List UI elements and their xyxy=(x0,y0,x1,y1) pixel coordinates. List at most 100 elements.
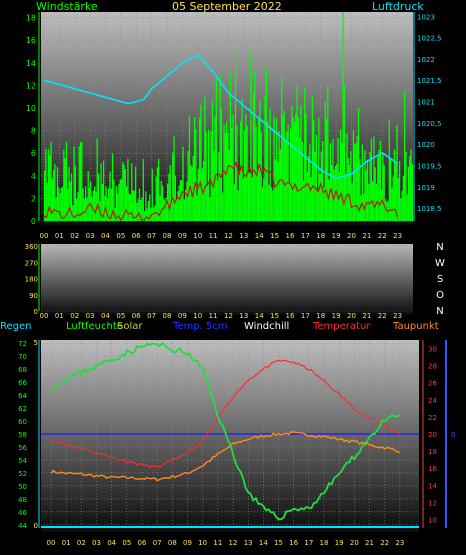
legend-temperatur: Temperatur xyxy=(313,321,371,332)
wind-bar xyxy=(282,115,284,221)
wind-bar xyxy=(83,198,86,221)
wind-bar xyxy=(348,165,351,221)
wind-bar xyxy=(58,187,60,221)
wind-bar xyxy=(214,116,216,221)
wind-bar xyxy=(291,105,293,221)
wind-bar xyxy=(129,194,132,221)
wind-bar xyxy=(158,158,160,221)
wind-bar xyxy=(118,183,120,221)
x-tick-label: 13 xyxy=(239,232,248,240)
wind-bar xyxy=(73,146,75,221)
x-tick-label: 18 xyxy=(316,312,325,320)
y-left-tick-label: 14 xyxy=(26,59,36,68)
wind-bar xyxy=(284,139,287,221)
wind-bar xyxy=(379,140,381,221)
wind-bar xyxy=(197,169,200,221)
y-temp-tick-label: 14 xyxy=(428,482,437,490)
wind-bar xyxy=(159,195,161,221)
wind-bar xyxy=(184,189,187,221)
wind-bar xyxy=(257,118,260,221)
wind-bar xyxy=(196,195,198,221)
wind-axis-title: Windstärke xyxy=(36,0,98,13)
x-tick-label: 12 xyxy=(224,312,233,320)
x-tick-label: 22 xyxy=(378,232,387,240)
wind-bar xyxy=(316,189,319,221)
wind-bar xyxy=(156,167,159,221)
x-tick-label: 10 xyxy=(198,539,207,547)
wind-bar xyxy=(233,183,235,221)
wind-bar xyxy=(63,149,65,221)
wind-bar xyxy=(369,151,371,221)
x-tick-label: 02 xyxy=(70,312,79,320)
y-temp-tick-label: 28 xyxy=(428,363,437,371)
wind-bar xyxy=(222,192,224,221)
wind-bar xyxy=(401,190,403,221)
legend-taupunkt: Taupunkt xyxy=(393,321,439,332)
wind-bar xyxy=(372,180,374,221)
temperature-line xyxy=(50,359,401,469)
wind-bar xyxy=(277,161,279,221)
y-temp5cm-tick-label: 0 xyxy=(451,431,455,439)
x-tick-label: 16 xyxy=(286,312,295,320)
wind-bar xyxy=(91,196,93,221)
y-humidity-tick-label: 54 xyxy=(18,457,27,465)
wind-bar xyxy=(382,152,384,221)
x-tick-label: 16 xyxy=(289,539,298,547)
wind-bar xyxy=(395,162,397,221)
y-dir-tick-label: 90 xyxy=(29,292,38,300)
pressure-line xyxy=(43,53,399,180)
wind-bar xyxy=(402,176,405,221)
wind-bar xyxy=(332,138,334,221)
wind-bar xyxy=(268,184,270,221)
wind-bar xyxy=(259,100,261,221)
x-tick-label: 12 xyxy=(229,539,238,547)
wind-bar xyxy=(272,190,274,221)
wind-bar xyxy=(143,211,146,221)
wind-bar xyxy=(140,199,142,221)
wind-bar xyxy=(410,149,412,221)
pressure-axis-title: Luftdruck xyxy=(372,0,424,13)
wind-bar xyxy=(286,131,288,221)
wind-bar xyxy=(50,141,52,221)
x-tick-label: 17 xyxy=(301,232,310,240)
wind-bar xyxy=(61,186,64,221)
wind-bar xyxy=(205,131,207,221)
wind-bar xyxy=(215,79,217,221)
wind-bar xyxy=(175,199,178,221)
wind-bar xyxy=(163,198,165,221)
wind-bar xyxy=(227,133,229,221)
wind-bar xyxy=(51,178,53,221)
wind-bar xyxy=(304,87,306,222)
wind-bar xyxy=(356,135,358,221)
legend-temp5cm: Temp. 5cm xyxy=(173,321,228,332)
wind-bar xyxy=(142,158,144,221)
chart-title: 05 September 2022 xyxy=(172,0,282,13)
wind-bar xyxy=(300,105,302,221)
y-left-tick-label: 16 xyxy=(26,36,36,45)
wind-bar xyxy=(131,163,133,221)
wind-bar xyxy=(351,183,353,221)
y-left-tick-label: 4 xyxy=(31,172,36,181)
x-tick-label: 09 xyxy=(183,539,192,547)
wind-bar xyxy=(82,188,84,221)
x-tick-label: 08 xyxy=(168,539,177,547)
wind-bar xyxy=(318,117,320,221)
wind-bar xyxy=(67,188,69,221)
wind-bar xyxy=(192,155,194,221)
wind-bar xyxy=(355,142,357,221)
x-tick-label: 00 xyxy=(47,539,56,547)
wind-bar xyxy=(240,121,242,221)
wind-bar xyxy=(306,171,308,221)
wind-bar xyxy=(397,177,399,221)
y-humidity-tick-label: 56 xyxy=(18,444,27,452)
wind-bar xyxy=(64,158,66,221)
x-tick-label: 03 xyxy=(86,232,95,240)
wind-bar xyxy=(380,189,383,221)
wind-bar xyxy=(60,188,62,221)
x-tick-label: 04 xyxy=(101,232,110,240)
wind-bar xyxy=(120,178,123,221)
wind-bar xyxy=(409,156,411,221)
wind-bar xyxy=(147,200,150,221)
y-humidity-tick-label: 62 xyxy=(18,405,27,413)
wind-bar xyxy=(249,173,251,221)
